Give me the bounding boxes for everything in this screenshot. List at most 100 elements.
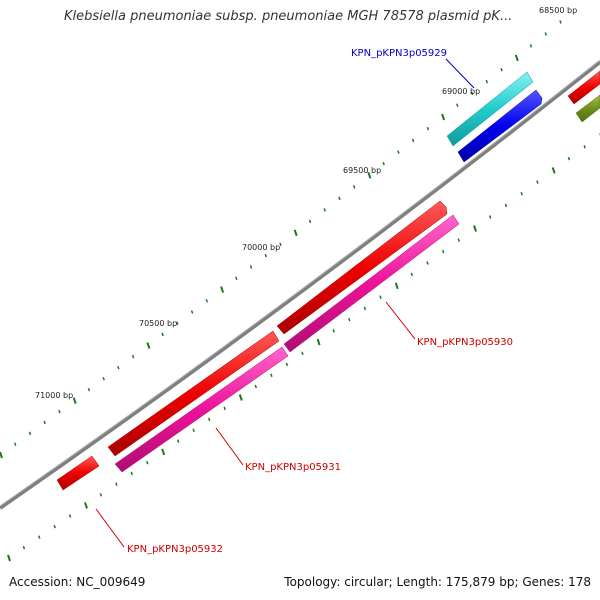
tick-mark: [426, 261, 429, 265]
tick-mark: [285, 362, 289, 367]
gene-label-05930[interactable]: KPN_pKPN3p05930: [417, 337, 513, 348]
accession-text: Accession: NC_009649: [9, 575, 146, 589]
tick-mark: [504, 203, 508, 208]
tick-mark: [559, 20, 562, 24]
tick-mark: [223, 406, 226, 411]
topology-summary: Topology: circular; Length: 175,879 bp; …: [284, 575, 591, 589]
tick-mark: [249, 265, 253, 269]
cds-pKPN3p05930[interactable]: [283, 214, 460, 353]
tick-mark: [205, 299, 209, 303]
tick-mark: [441, 113, 446, 121]
tick-mark: [332, 329, 335, 333]
backbone-arc: [0, 60, 600, 510]
callout-line-05929: [445, 58, 475, 89]
cds-red-upper[interactable]: [276, 200, 448, 335]
tick-mark: [457, 238, 461, 242]
tick-mark: [58, 409, 61, 414]
tick-mark: [397, 150, 400, 154]
tick-mark: [382, 161, 385, 166]
tick-mark: [0, 451, 3, 459]
tick-mark: [323, 208, 326, 212]
tick-mark: [254, 384, 258, 389]
tick-mark: [441, 249, 445, 254]
tick-mark: [130, 471, 134, 476]
tick-mark: [38, 535, 41, 539]
cds-pKPN3p05932[interactable]: [56, 455, 100, 491]
tick-mark: [520, 191, 523, 196]
tick-mark: [456, 103, 459, 107]
tick-mark: [410, 272, 414, 277]
tick-label-70000: 70000 bp: [242, 243, 280, 252]
tick-mark: [348, 317, 351, 322]
tick-mark: [235, 276, 238, 281]
tick-mark: [551, 167, 556, 174]
tick-mark: [207, 417, 211, 422]
tick-mark: [22, 545, 26, 550]
tick-mark: [192, 428, 195, 433]
tick-mark: [583, 145, 586, 149]
tick-mark: [488, 215, 492, 219]
tick-mark: [514, 54, 519, 62]
tick-mark: [146, 342, 151, 349]
tick-mark: [68, 514, 72, 518]
tick-mark: [264, 253, 268, 258]
cds-cyan-69000[interactable]: [446, 71, 534, 147]
tick-mark: [301, 351, 304, 356]
tick-mark: [394, 282, 399, 290]
gene-label-05932[interactable]: KPN_pKPN3p05932: [127, 544, 223, 555]
tick-mark: [176, 321, 179, 325]
cds-pKPN3p05931[interactable]: [114, 346, 289, 473]
tick-mark: [316, 338, 321, 346]
tick-mark: [270, 373, 273, 378]
tick-mark: [367, 171, 372, 179]
tick-mark: [529, 44, 533, 48]
cds-red-edge[interactable]: [567, 70, 600, 105]
tick-mark: [293, 229, 298, 237]
cds-red-lower[interactable]: [107, 330, 280, 457]
backbone-arc-highlight: [0, 59, 600, 507]
cds-olive-edge[interactable]: [575, 94, 600, 123]
tick-mark: [544, 32, 548, 36]
tick-mark: [43, 420, 46, 425]
tick-row-inner: [0, 20, 562, 459]
tick-row-outer: [7, 133, 600, 562]
tick-mark: [161, 448, 166, 456]
tick-mark: [146, 460, 149, 465]
tick-mark: [473, 225, 477, 232]
tick-mark: [53, 524, 56, 529]
tick-mark: [161, 332, 164, 337]
tick-mark: [338, 196, 341, 201]
tick-mark: [352, 185, 356, 189]
tick-mark: [567, 156, 571, 161]
tick-mark: [536, 180, 539, 184]
tick-mark: [190, 310, 194, 314]
tick-label-69500: 69500 bp: [343, 166, 381, 175]
tick-label-71000: 71000 bp: [35, 391, 73, 400]
tick-mark: [379, 295, 382, 299]
tick-mark: [72, 397, 77, 405]
tick-mark: [411, 138, 415, 143]
tick-label-69000: 69000 bp: [442, 87, 480, 96]
gene-label-05931[interactable]: KPN_pKPN3p05931: [245, 462, 341, 473]
tick-mark: [176, 439, 180, 443]
tick-mark: [99, 493, 103, 497]
tick-label-68500: 68500 bp: [539, 6, 577, 15]
tick-mark: [363, 306, 367, 311]
tick-mark: [500, 67, 503, 72]
tick-mark: [117, 365, 120, 370]
gene-label-05929[interactable]: KPN_pKPN3p05929: [351, 48, 447, 59]
tick-mark: [279, 242, 282, 247]
tick-mark: [470, 91, 474, 96]
map-title: Klebsiella pneumoniae subsp. pneumoniae …: [64, 9, 513, 24]
tick-label-70500: 70500 bp: [139, 319, 177, 328]
tick-mark: [115, 482, 118, 486]
tick-mark: [308, 219, 312, 224]
tick-mark: [426, 126, 430, 131]
tick-mark: [13, 442, 17, 446]
cds-pKPN3p05929[interactable]: [457, 89, 543, 163]
tick-mark: [7, 554, 11, 562]
tick-mark: [220, 286, 225, 293]
tick-mark: [238, 394, 243, 401]
tick-mark: [87, 387, 91, 392]
